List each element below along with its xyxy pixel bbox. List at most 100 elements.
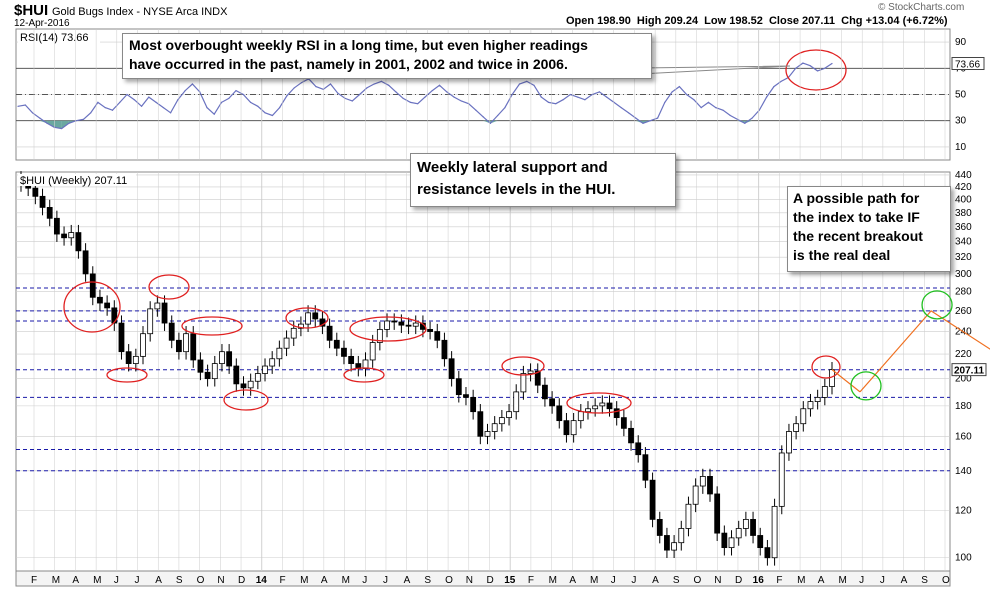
rsi-point: [184, 89, 186, 92]
rsi-point: [584, 99, 586, 101]
rsi-point: [729, 114, 731, 117]
rsi-point: [235, 89, 237, 92]
rsi-point: [104, 107, 106, 109]
price-candle: [312, 312, 319, 320]
price-tick-label: 380: [955, 208, 972, 219]
rsi-point: [598, 91, 601, 93]
x-tick-label: J: [880, 575, 885, 586]
price-tick-label: 400: [955, 195, 972, 206]
price-tick-label: 140: [955, 466, 972, 477]
x-tick-label: M: [838, 575, 846, 586]
rsi-callout-pointer: [639, 65, 791, 75]
price-tick-label: 300: [955, 269, 972, 280]
projected-path-ellipse: [850, 371, 882, 401]
price-candle: [692, 485, 699, 505]
rsi-point: [373, 83, 375, 85]
rsi-point: [337, 92, 339, 94]
price-candle: [649, 479, 656, 520]
x-tick-label: M: [342, 575, 350, 586]
price-candle: [405, 324, 412, 327]
rsi-point: [649, 120, 651, 122]
rsi-point: [133, 99, 135, 101]
price-candle: [384, 320, 390, 330]
rsi-point: [802, 62, 804, 64]
x-tick-label: 15: [504, 575, 516, 586]
rsi-point: [293, 87, 295, 89]
x-tick-label: N: [217, 575, 224, 586]
rsi-point: [424, 96, 426, 98]
rsi-label-bg: [18, 31, 100, 43]
rsi-point: [816, 70, 819, 72]
level-highlight-ellipse: [566, 392, 632, 414]
x-tick-label: D: [238, 575, 245, 586]
price-candle: [298, 323, 304, 329]
rsi-point: [795, 67, 797, 69]
rsi-point: [540, 96, 542, 98]
rsi-point: [518, 83, 521, 85]
price-candle: [441, 339, 448, 360]
rsi-point: [577, 96, 579, 98]
rsi-point: [533, 84, 535, 86]
price-candle: [53, 217, 60, 235]
rsi-point: [388, 84, 390, 86]
index-name: Gold Bugs Index - NYSE Arca INDX: [52, 6, 228, 18]
price-candle: [635, 442, 642, 456]
price-candle: [570, 420, 577, 436]
rsi-point: [700, 107, 702, 109]
x-tick-label: J: [135, 575, 140, 586]
price-candle: [140, 333, 146, 357]
x-tick-label: D: [735, 575, 742, 586]
rsi-point: [438, 84, 441, 86]
price-candle: [563, 420, 570, 436]
rsi-point: [24, 104, 26, 106]
ohlc-readout: Open 198.90 High 209.24 Low 198.52 Close…: [566, 15, 948, 27]
price-candle: [283, 337, 290, 349]
price-candle: [642, 454, 649, 481]
price-candle: [484, 431, 491, 437]
rsi-point: [555, 103, 557, 105]
price-candle: [89, 273, 96, 298]
price-title: $HUI (Weekly) 207.11: [20, 175, 127, 187]
x-tick-label: M: [797, 575, 805, 586]
level-highlight-ellipse: [181, 316, 243, 336]
rsi-point: [271, 114, 273, 117]
rsi-point: [446, 91, 448, 93]
rsi-point: [97, 101, 99, 103]
level-highlight-ellipse: [349, 316, 427, 342]
price-candle: [771, 505, 778, 559]
rsi-point: [715, 107, 717, 109]
x-tick-label: J: [631, 575, 636, 586]
rsi-point: [526, 80, 528, 82]
rsi-annotation-line-1: Most overbought weekly RSI in a long tim…: [129, 37, 588, 53]
projected-path-ellipse: [921, 290, 953, 320]
rsi-point: [351, 100, 353, 102]
price-candle: [362, 359, 369, 369]
price-candle: [534, 370, 541, 386]
price-candle: [577, 411, 584, 422]
rsi-point: [824, 67, 826, 69]
price-tick-label: 360: [955, 222, 972, 233]
rsi-last-value: 73.66: [955, 60, 980, 71]
price-candle: [778, 452, 785, 507]
price-candle: [814, 396, 821, 402]
price-candle: [556, 405, 563, 422]
price-candle: [276, 347, 283, 360]
rsi-point: [497, 114, 499, 117]
price-candle: [735, 528, 742, 539]
rsi-highlight-ellipse: [785, 49, 847, 91]
price-candle: [685, 503, 692, 529]
rsi-point: [722, 109, 724, 111]
price-candle: [254, 373, 261, 382]
path-annotation-line-3: the recent breakout: [793, 228, 923, 244]
price-candle: [168, 322, 175, 341]
rsi-point: [366, 87, 368, 89]
rsi-point: [460, 100, 462, 102]
rsi-point: [656, 117, 659, 119]
price-candle: [656, 518, 663, 536]
price-candle: [333, 339, 340, 349]
price-candle: [742, 518, 749, 529]
price-candle: [613, 408, 620, 419]
rsi-point: [177, 99, 179, 101]
x-tick-label: M: [52, 575, 60, 586]
price-candle: [341, 347, 347, 357]
